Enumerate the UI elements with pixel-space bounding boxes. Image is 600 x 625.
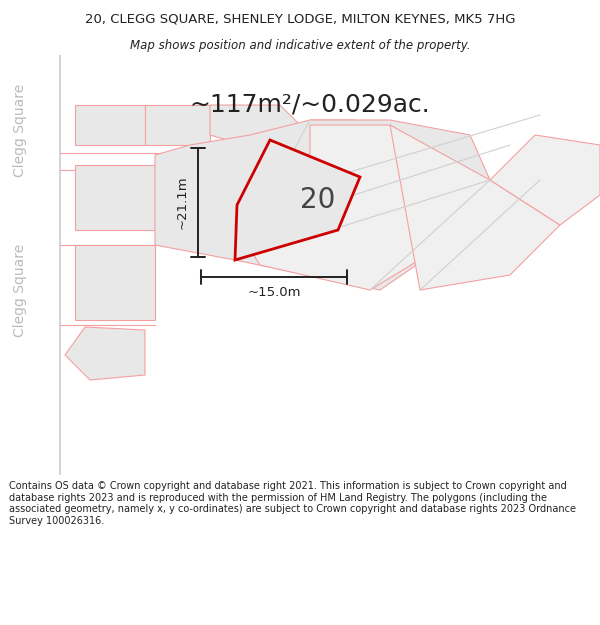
Text: Clegg Square: Clegg Square [13,83,27,177]
Polygon shape [75,105,145,145]
Polygon shape [75,245,155,320]
Text: 20: 20 [301,186,335,214]
Polygon shape [155,120,490,290]
Polygon shape [235,125,490,290]
Text: Contains OS data © Crown copyright and database right 2021. This information is : Contains OS data © Crown copyright and d… [9,481,576,526]
Polygon shape [235,140,360,260]
Polygon shape [310,120,390,165]
Text: ~117m²/~0.029ac.: ~117m²/~0.029ac. [190,93,430,117]
Polygon shape [490,135,600,225]
Polygon shape [390,125,560,290]
Text: Map shows position and indicative extent of the property.: Map shows position and indicative extent… [130,39,470,51]
Text: ~15.0m: ~15.0m [247,286,301,299]
Polygon shape [65,327,145,380]
Text: Clegg Square: Clegg Square [13,243,27,337]
Polygon shape [75,165,155,230]
Text: ~21.1m: ~21.1m [176,176,188,229]
Text: 20, CLEGG SQUARE, SHENLEY LODGE, MILTON KEYNES, MK5 7HG: 20, CLEGG SQUARE, SHENLEY LODGE, MILTON … [85,12,515,25]
Polygon shape [145,105,210,145]
Polygon shape [210,105,310,155]
